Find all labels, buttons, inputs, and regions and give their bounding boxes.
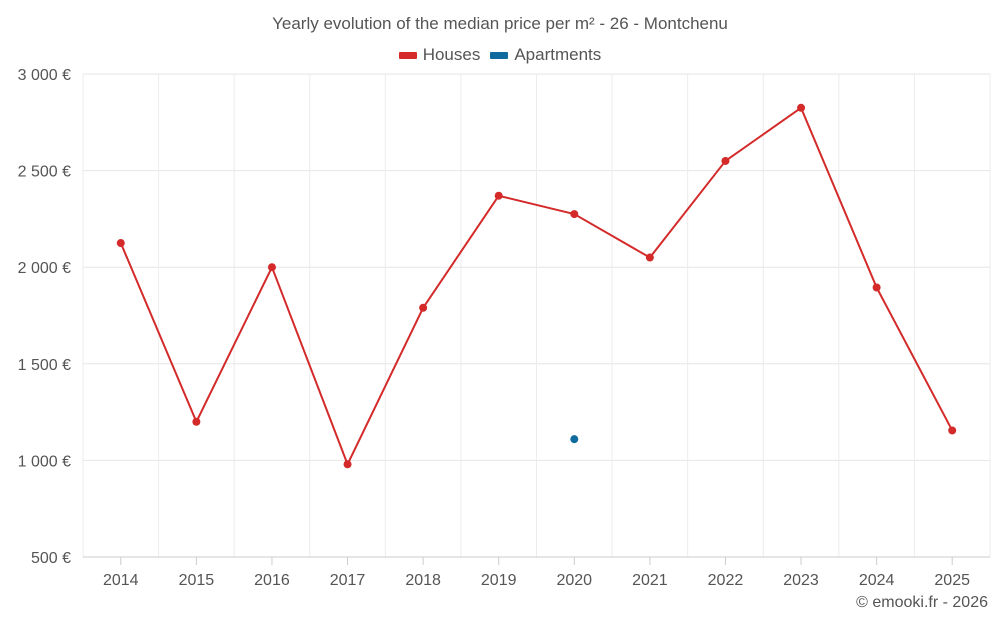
x-tick-label: 2016 <box>254 572 290 589</box>
point-houses-2015[interactable] <box>192 417 201 426</box>
y-tick-label: 2 500 € <box>18 164 71 181</box>
point-houses-2017[interactable] <box>343 460 352 469</box>
x-tick-label: 2019 <box>481 572 517 589</box>
point-houses-2021[interactable] <box>645 253 654 262</box>
x-tick-label: 2017 <box>330 572 366 589</box>
point-houses-2018[interactable] <box>419 303 428 312</box>
y-tick-label: 3 000 € <box>18 67 71 84</box>
chart-title: Yearly evolution of the median price per… <box>272 14 728 33</box>
x-tick-label: 2021 <box>632 572 668 589</box>
x-tick-label: 2018 <box>405 572 441 589</box>
point-houses-2014[interactable] <box>116 239 125 248</box>
y-tick-label: 500 € <box>31 550 71 567</box>
legend-swatch-houses <box>398 51 417 59</box>
credit: © emooki.fr - 2026 <box>856 594 988 611</box>
legend: Houses Apartments <box>0 45 1000 65</box>
point-houses-2025[interactable] <box>948 426 957 435</box>
point-houses-2023[interactable] <box>797 103 806 112</box>
point-houses-2019[interactable] <box>494 191 503 200</box>
point-apartments-2020[interactable] <box>570 435 579 444</box>
x-tick-label: 2015 <box>179 572 215 589</box>
x-tick-label: 2020 <box>556 572 592 589</box>
legend-item-apartments[interactable]: Apartments <box>490 45 601 65</box>
y-tick-label: 1 500 € <box>18 357 71 374</box>
x-tick-label: 2023 <box>783 572 819 589</box>
x-tick-label: 2014 <box>103 572 139 589</box>
x-tick-label: 2024 <box>859 572 895 589</box>
legend-item-houses[interactable]: Houses <box>398 45 481 65</box>
point-houses-2024[interactable] <box>872 283 881 292</box>
legend-label-houses: Houses <box>422 45 481 64</box>
legend-label-apartments: Apartments <box>514 45 602 64</box>
y-tick-label: 1 000 € <box>18 453 71 470</box>
series-line-houses <box>119 106 954 466</box>
point-houses-2020[interactable] <box>570 210 579 219</box>
legend-swatch-apartments <box>490 51 509 59</box>
x-tick-label: 2022 <box>708 572 744 589</box>
x-tick-label: 2025 <box>934 572 970 589</box>
y-tick-label: 2 000 € <box>18 260 71 277</box>
point-houses-2022[interactable] <box>721 156 730 165</box>
point-houses-2016[interactable] <box>267 263 276 272</box>
